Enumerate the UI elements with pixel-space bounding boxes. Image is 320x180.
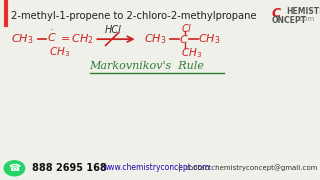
Text: $CH_3$: $CH_3$ <box>49 45 70 58</box>
Text: contactchemistryconcept@gmail.com: contactchemistryconcept@gmail.com <box>186 165 318 171</box>
Text: |: | <box>178 163 180 172</box>
Text: www.chemistryconcept.com: www.chemistryconcept.com <box>102 163 210 172</box>
Text: $= CH_2$: $= CH_2$ <box>58 32 94 46</box>
Text: $CH_3$: $CH_3$ <box>144 32 166 46</box>
Text: .com: .com <box>298 16 315 22</box>
Text: HEMISTRY: HEMISTRY <box>286 7 320 16</box>
Circle shape <box>4 161 25 176</box>
Text: $CH_3$: $CH_3$ <box>198 32 221 46</box>
Text: HCl: HCl <box>105 25 122 35</box>
Text: $\dot{C}$: $\dot{C}$ <box>47 28 57 44</box>
Text: $C$: $C$ <box>179 33 189 45</box>
Text: $CH_3$: $CH_3$ <box>181 46 203 60</box>
Text: Markovnikov's  Rule: Markovnikov's Rule <box>90 61 204 71</box>
FancyArrowPatch shape <box>97 36 133 42</box>
Text: $CH_3$: $CH_3$ <box>11 32 34 46</box>
Text: 2-methyl-1-propene to 2-chloro-2-methylpropane: 2-methyl-1-propene to 2-chloro-2-methylp… <box>11 11 257 21</box>
Text: $Cl$: $Cl$ <box>181 22 193 34</box>
Text: 888 2695 168: 888 2695 168 <box>32 163 107 173</box>
Text: C: C <box>272 7 281 20</box>
Text: ONCEPT: ONCEPT <box>272 16 307 25</box>
Text: ☎: ☎ <box>8 163 20 173</box>
